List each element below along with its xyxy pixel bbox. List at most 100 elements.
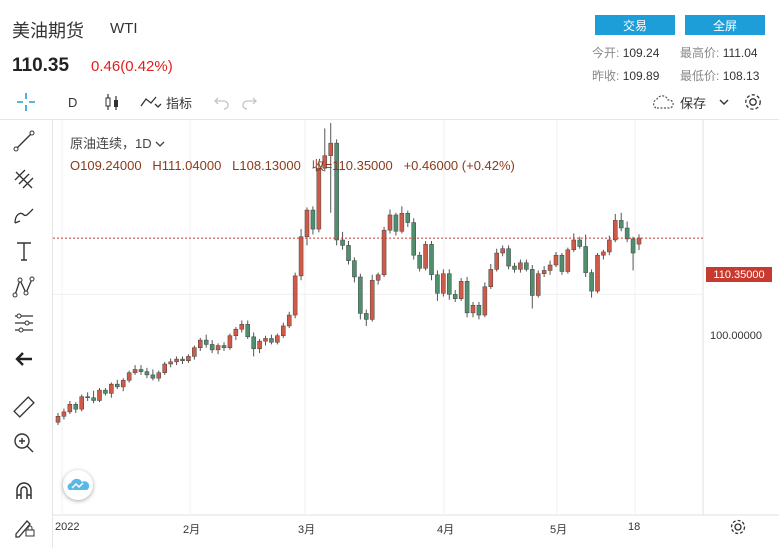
chevron-down-icon[interactable]: [718, 90, 730, 114]
candle-body: [310, 209, 316, 230]
save-button[interactable]: 保存: [650, 90, 706, 114]
candle: [328, 123, 333, 213]
candle: [209, 340, 215, 354]
candle-body: [429, 244, 434, 276]
candle-body: [512, 265, 517, 270]
trade-button[interactable]: 交易: [595, 15, 675, 35]
chart-legend-name[interactable]: 原油连续，1D: [70, 133, 165, 152]
candle-body: [286, 314, 292, 327]
ruler-measure-icon[interactable]: [10, 310, 38, 336]
candle: [464, 276, 470, 318]
candle-body: [298, 236, 304, 277]
last-price-tag: 110.35000: [706, 267, 772, 282]
candle: [476, 301, 482, 320]
candle: [482, 282, 488, 318]
candle-body: [55, 415, 61, 423]
zoom-in-icon[interactable]: [10, 430, 38, 456]
magnet-icon[interactable]: [10, 478, 38, 504]
interval-selector[interactable]: D: [68, 94, 78, 110]
undo-icon[interactable]: [213, 90, 231, 114]
candle-body: [198, 339, 203, 348]
candle: [624, 221, 630, 243]
candle: [132, 365, 138, 375]
redo-icon[interactable]: [240, 90, 258, 114]
candle-body: [304, 209, 310, 237]
candle: [263, 335, 268, 346]
fullscreen-button[interactable]: 全屏: [685, 15, 765, 35]
candle: [61, 408, 67, 420]
candle: [91, 390, 96, 404]
candle: [352, 257, 357, 283]
candle-body: [601, 251, 606, 256]
ruler-icon[interactable]: [10, 394, 38, 420]
candle-body: [67, 404, 73, 413]
candle-body: [364, 313, 369, 320]
x-axis-tick: 2月: [183, 524, 201, 536]
candle-body: [411, 222, 416, 256]
candle: [203, 334, 209, 348]
candle: [174, 356, 179, 366]
candle: [358, 273, 363, 320]
candle: [559, 253, 565, 275]
candle-body: [624, 227, 630, 240]
pitchfork-icon[interactable]: [10, 166, 38, 192]
candle-body: [535, 273, 541, 296]
candle: [553, 251, 559, 268]
candle: [512, 262, 517, 273]
trend-line-icon[interactable]: [10, 128, 38, 154]
candle: [630, 236, 636, 271]
candle: [613, 213, 618, 243]
candle: [156, 370, 162, 382]
axis-settings-icon[interactable]: [728, 517, 748, 542]
settings-gear-icon[interactable]: [742, 90, 764, 114]
candle-body: [595, 254, 600, 292]
candle: [245, 320, 250, 339]
candle: [215, 343, 221, 355]
candle-body: [209, 344, 215, 351]
candle-body: [565, 249, 571, 272]
candle: [364, 309, 369, 326]
candle: [97, 387, 102, 403]
candle: [227, 333, 233, 350]
quote-low: 最低价: 108.13: [680, 69, 760, 83]
brush-icon[interactable]: [10, 202, 38, 228]
candle: [458, 278, 464, 301]
candle-body: [559, 254, 565, 272]
candle: [417, 251, 422, 272]
candle-body: [97, 389, 102, 401]
candle: [168, 358, 173, 368]
candle-body: [79, 396, 84, 410]
candle-body: [387, 214, 393, 231]
candle: [607, 235, 612, 256]
crosshair-icon[interactable]: [12, 90, 40, 114]
candle: [298, 229, 304, 281]
candle-body: [340, 239, 345, 246]
candle: [565, 247, 571, 274]
chart-logo-icon[interactable]: [63, 470, 93, 500]
arrow-back-icon[interactable]: [10, 346, 38, 372]
instrument-symbol: WTI: [110, 20, 138, 37]
pattern-icon[interactable]: [10, 274, 38, 300]
candle-type-icon[interactable]: [103, 90, 121, 114]
price-change: 0.46(0.42%): [91, 58, 173, 75]
candle: [547, 260, 553, 275]
candle-body: [115, 383, 120, 388]
text-tool-icon[interactable]: [10, 238, 38, 264]
candle: [369, 274, 375, 322]
candle-body: [269, 338, 274, 343]
candle-body: [263, 338, 268, 342]
candle: [251, 332, 256, 357]
indicators-button[interactable]: 指标: [140, 90, 192, 114]
candle-body: [524, 262, 529, 270]
quote-prev-close: 昨收: 109.89: [592, 69, 660, 83]
x-axis-tick: 4月: [437, 524, 455, 536]
candle: [470, 301, 476, 318]
candle: [221, 342, 227, 351]
candle-body: [239, 324, 245, 330]
candle-body: [91, 397, 96, 401]
candle: [67, 401, 73, 415]
candle-body: [447, 273, 452, 295]
lock-draw-icon[interactable]: [10, 514, 38, 540]
candle-body: [162, 363, 167, 373]
